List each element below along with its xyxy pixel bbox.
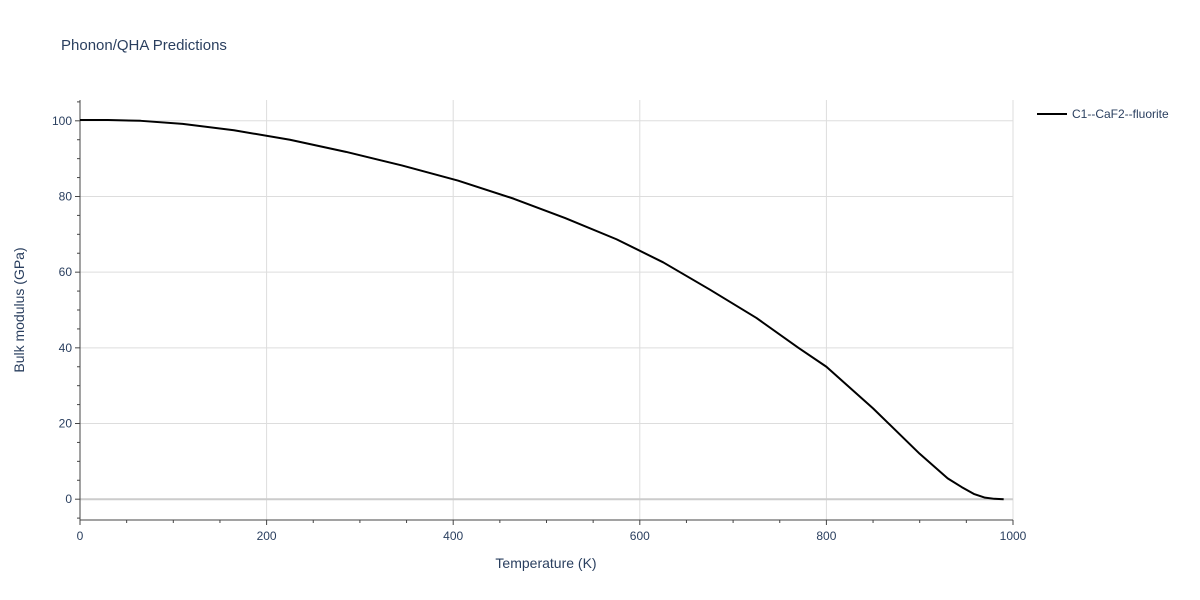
x-tick-label: 1000 — [1000, 529, 1027, 543]
x-tick-label: 0 — [77, 529, 84, 543]
y-tick-label: 0 — [65, 492, 72, 506]
series-line[interactable] — [80, 119, 1004, 501]
x-axis-title: Temperature (K) — [495, 555, 596, 571]
y-tick-label: 40 — [59, 341, 73, 355]
legend[interactable]: C1--CaF2--fluorite — [1037, 107, 1169, 121]
y-tick-label: 60 — [59, 265, 73, 279]
legend-label: C1--CaF2--fluorite — [1072, 107, 1169, 121]
axes: 0 200 400 600 800 1000 0 20 40 60 80 100 — [52, 100, 1027, 543]
y-tick-label: 80 — [59, 189, 73, 203]
y-axis-title: Bulk modulus (GPa) — [11, 247, 27, 372]
y-tick-label: 20 — [59, 417, 73, 431]
chart-title: Phonon/QHA Predictions — [61, 37, 227, 54]
x-tick-label: 800 — [816, 529, 836, 543]
grid-lines — [80, 100, 1014, 520]
series-layer — [80, 119, 1004, 501]
x-tick-label: 200 — [257, 529, 277, 543]
x-tick-label: 600 — [630, 529, 650, 543]
y-tick-label: 100 — [52, 114, 72, 128]
x-tick-label: 400 — [443, 529, 463, 543]
